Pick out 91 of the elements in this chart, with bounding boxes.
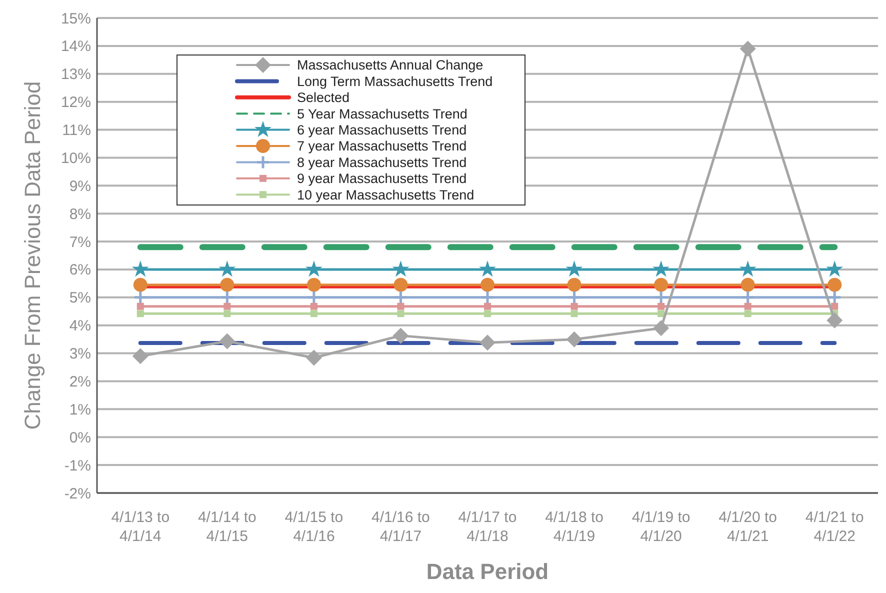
legend-label: 6 year Massachusetts Trend <box>297 122 467 138</box>
point <box>566 260 583 277</box>
point <box>652 260 670 277</box>
point <box>132 348 148 364</box>
x-tick-label: 4/1/21 to 4/1/22 <box>805 509 864 545</box>
legend-label: 9 year Massachusetts Trend <box>297 171 467 186</box>
point <box>394 278 408 292</box>
y-tick-label: 6% <box>69 262 91 279</box>
point <box>828 278 842 292</box>
x-tick-label: 4/1/14 to 4/1/15 <box>198 509 256 545</box>
point <box>397 302 404 310</box>
y-tick-label: 10% <box>60 150 91 167</box>
point <box>654 278 668 292</box>
x-tick-label: 4/1/15 to 4/1/16 <box>284 509 344 545</box>
point <box>740 290 756 305</box>
point <box>305 260 322 277</box>
point <box>133 278 148 292</box>
point <box>826 260 844 277</box>
point <box>739 260 756 277</box>
legend-label: 7 year Massachusetts Trend <box>297 138 467 154</box>
y-tick-label: 2% <box>69 373 91 390</box>
point <box>484 302 491 310</box>
y-tick-label: 8% <box>69 206 91 223</box>
point <box>570 302 578 310</box>
point <box>740 40 756 57</box>
point <box>478 260 496 277</box>
x-axis-title: Data Period <box>426 559 549 584</box>
point <box>567 278 582 292</box>
x-tick-label: 4/1/16 to 4/1/17 <box>372 509 430 545</box>
point <box>480 278 494 292</box>
y-tick-label: 14% <box>60 38 91 56</box>
point <box>653 320 670 336</box>
point <box>566 331 582 348</box>
point <box>480 334 496 351</box>
legend-label: 8 year Massachusetts Trend <box>297 154 467 170</box>
x-tick-label: 4/1/19 to 4/1/20 <box>632 509 690 545</box>
point <box>827 290 842 305</box>
point <box>224 310 231 318</box>
point <box>219 333 236 350</box>
point <box>132 260 149 277</box>
point <box>740 278 755 292</box>
point <box>484 310 491 318</box>
x-tick-label: 4/1/20 to 4/1/21 <box>718 509 778 545</box>
point <box>744 302 752 310</box>
y-tick-label: 12% <box>60 94 91 112</box>
y-tick-label: 3% <box>69 346 91 363</box>
point <box>310 302 318 310</box>
y-tick-label: 15% <box>60 10 91 28</box>
x-tick-label: 4/1/13 to 4/1/14 <box>111 509 170 545</box>
y-tick-label: 5% <box>69 290 91 307</box>
point <box>567 290 582 305</box>
x-tick-label: 4/1/18 to 4/1/19 <box>545 509 604 545</box>
y-axis-title: Change From Previous Data Period <box>20 81 45 430</box>
point <box>654 290 668 305</box>
point <box>136 310 144 318</box>
y-tick-label: 0% <box>69 429 91 446</box>
point <box>658 302 665 310</box>
x-tick-label: 4/1/17 to 4/1/18 <box>458 509 517 545</box>
point <box>133 290 148 305</box>
y-tick-label: -2% <box>64 485 91 502</box>
point <box>744 310 752 318</box>
y-tick-label: 11% <box>62 122 91 140</box>
point <box>306 350 322 366</box>
point <box>224 302 231 310</box>
y-tick-label: 7% <box>69 234 91 251</box>
point <box>392 260 410 277</box>
legend-label: Massachusetts Annual Change <box>297 58 484 73</box>
point <box>220 290 234 305</box>
point <box>306 278 321 292</box>
point <box>826 312 843 328</box>
y-tick-label: -1% <box>64 457 91 474</box>
point <box>392 328 409 344</box>
legend-label: 10 year Massachusetts Trend <box>297 187 474 202</box>
point <box>570 310 578 318</box>
point <box>831 302 838 310</box>
legend-label: Selected <box>297 90 350 106</box>
point <box>218 260 236 277</box>
y-tick-label: 1% <box>69 401 91 418</box>
legend-label: 5 Year Massachusetts Trend <box>297 106 468 122</box>
y-tick-label: 9% <box>69 178 91 195</box>
y-tick-label: 13% <box>60 66 91 84</box>
point <box>393 290 408 305</box>
point <box>306 290 322 305</box>
point <box>397 310 404 318</box>
point <box>136 302 144 310</box>
legend-label: Long Term Massachusetts Trend <box>297 74 493 89</box>
y-tick-label: 4% <box>69 318 91 335</box>
point <box>480 290 495 305</box>
point <box>220 278 234 292</box>
point <box>658 310 665 318</box>
point <box>310 310 318 318</box>
